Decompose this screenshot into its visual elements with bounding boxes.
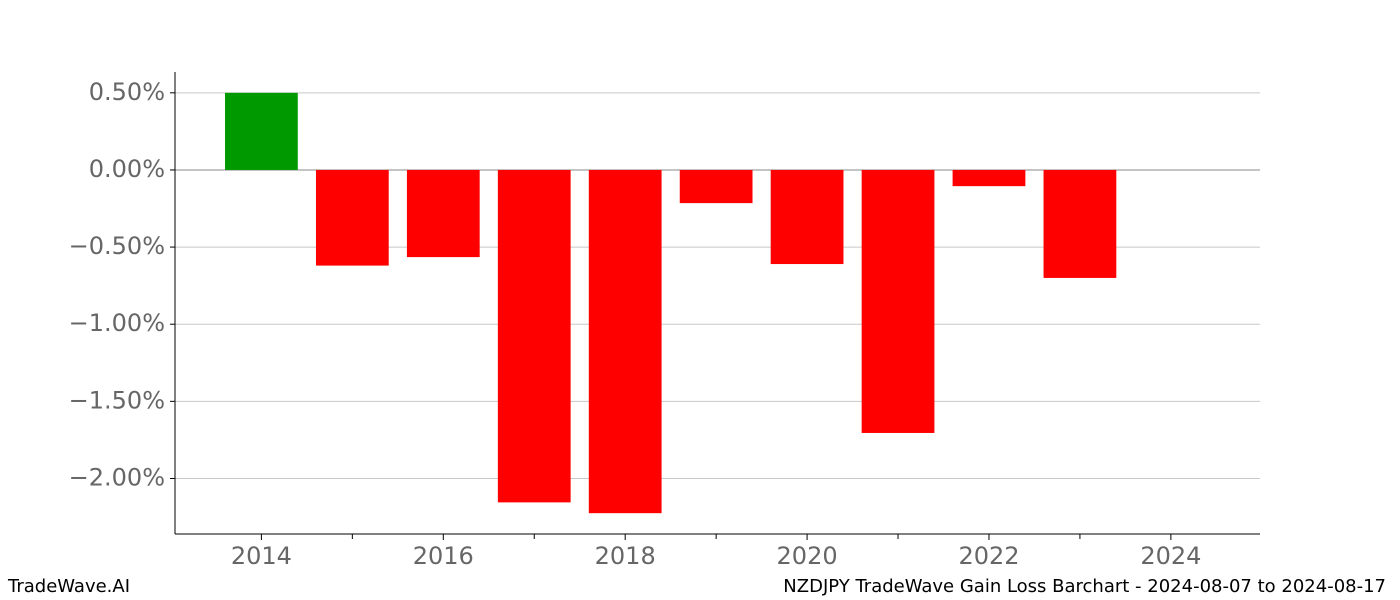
y-tick-label: −2.00%	[69, 463, 165, 491]
y-tick-label: −0.50%	[69, 232, 165, 260]
bar	[1043, 169, 1117, 278]
bar	[679, 169, 753, 204]
caption: NZDJPY TradeWave Gain Loss Barchart - 20…	[783, 576, 1386, 597]
y-tick-label: −1.50%	[69, 386, 165, 414]
x-tick-label: 2022	[958, 542, 1019, 570]
bar	[861, 169, 935, 433]
bar	[225, 92, 298, 170]
bar	[497, 169, 571, 503]
x-tick-label: 2014	[231, 542, 292, 570]
y-tick-label: 0.00%	[89, 155, 165, 183]
y-tick-label: 0.50%	[89, 78, 165, 106]
x-tick-label: 2024	[1140, 542, 1201, 570]
bar	[315, 169, 389, 266]
x-tick-label: 2016	[413, 542, 474, 570]
x-tick-label: 2018	[595, 542, 656, 570]
watermark: TradeWave.AI	[7, 576, 130, 597]
bar	[588, 169, 662, 514]
y-tick-label: −1.00%	[69, 309, 165, 337]
bar	[952, 169, 1026, 187]
x-tick-label: 2020	[777, 542, 838, 570]
bar	[770, 169, 844, 265]
bar	[406, 169, 480, 258]
